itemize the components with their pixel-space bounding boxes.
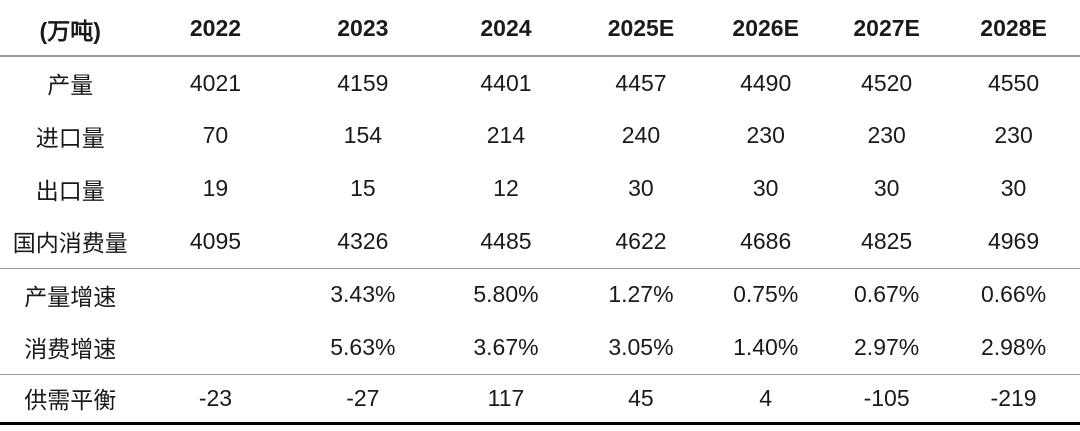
cell	[140, 321, 291, 375]
cell: 1.40%	[705, 321, 827, 375]
table-row: 国内消费量 4095 4326 4485 4622 4686 4825 4969	[0, 215, 1080, 269]
cell: -105	[826, 374, 948, 425]
column-header-2023: 2023	[290, 2, 436, 57]
cell: 70	[202, 122, 229, 148]
table-row: 供需平衡 -23 -27 117 45 4 -105 -219	[0, 374, 1080, 425]
column-header-2028E: 2028E	[947, 2, 1080, 57]
cell: 4021	[189, 69, 242, 96]
cell: 30	[628, 175, 654, 201]
row-label: 供需平衡	[0, 374, 141, 425]
cell: 4622	[576, 215, 706, 269]
table-row: 产量增速 3.43% 5.80% 1.27% 0.75% 0.67% 0.66%	[0, 268, 1080, 321]
cell: 2.98%	[947, 321, 1080, 375]
cell: 214	[486, 122, 526, 148]
cell: 5.63%	[290, 321, 436, 375]
row-label: 出口量	[35, 177, 105, 204]
row-label: 产量增速	[24, 283, 117, 310]
cell: 30	[1000, 175, 1027, 201]
cell: 230	[994, 122, 1033, 148]
cell: 4520	[861, 69, 913, 96]
row-label: 进口量	[35, 124, 105, 151]
column-header-2022: 2022	[140, 2, 291, 57]
cell: 3.67%	[435, 321, 577, 375]
cell: 3.43%	[330, 281, 396, 308]
cell: 4686	[705, 215, 827, 269]
table-body: 产量 4021 4159 4401 4457 4490 4520 4550 进口量 70 154 21…	[0, 56, 1080, 425]
cell: 4	[705, 374, 827, 425]
cell: 45	[576, 374, 706, 425]
unit-header-cell: (万吨)	[0, 2, 141, 57]
cell: 4969	[947, 215, 1080, 269]
cell: 0.66%	[980, 281, 1047, 308]
cell: 4401	[480, 69, 532, 96]
cell: -23	[140, 374, 291, 425]
table-row: 消费增速 5.63% 3.67% 3.05% 1.40% 2.97% 2.98%	[0, 321, 1080, 375]
column-header-2026E: 2026E	[705, 2, 827, 57]
column-header-2025E: 2025E	[576, 2, 706, 57]
cell: 30	[873, 175, 900, 201]
cell: 5.80%	[473, 281, 539, 308]
cell: 0.67%	[854, 281, 920, 308]
cell: 2.97%	[826, 321, 948, 375]
table-row: 产量 4021 4159 4401 4457 4490 4520 4550	[0, 56, 1080, 109]
column-header-2027E: 2027E	[826, 2, 948, 57]
cell: 4825	[826, 215, 948, 269]
column-header-2024: 2024	[435, 2, 577, 57]
cell: 154	[343, 122, 383, 148]
cell: 12	[493, 175, 519, 201]
cell: 3.05%	[576, 321, 706, 375]
cell: 19	[202, 175, 229, 201]
row-label: 国内消费量	[0, 215, 141, 269]
cell: 4095	[140, 215, 291, 269]
cell: 230	[867, 122, 906, 148]
cell: -219	[947, 374, 1080, 425]
cell: 240	[621, 122, 661, 148]
row-label: 产量	[47, 72, 94, 98]
cell: 15	[350, 175, 376, 201]
cell: 230	[746, 122, 785, 148]
cell: 4457	[615, 69, 667, 96]
cell: 4326	[290, 215, 436, 269]
cell: 0.75%	[733, 281, 799, 308]
cell: -27	[290, 374, 436, 425]
table-header-row: (万吨) 2022 2023 2024 2025E 2026E 2027E 2028E	[0, 2, 1080, 57]
table-row: 进口量 70 154 214 240 230 230 230	[0, 109, 1080, 162]
cell: 4550	[987, 69, 1040, 96]
cell: 4485	[435, 215, 577, 269]
cell: 4490	[740, 69, 792, 96]
cell: 30	[752, 175, 779, 201]
cell: 4159	[337, 69, 389, 96]
cell	[140, 268, 290, 321]
cell: 117	[435, 374, 577, 425]
row-label: 消费增速	[0, 321, 141, 375]
cell: 1.27%	[608, 281, 674, 308]
table-row: 出口量 19 15 12 30 30 30 30	[0, 162, 1080, 215]
